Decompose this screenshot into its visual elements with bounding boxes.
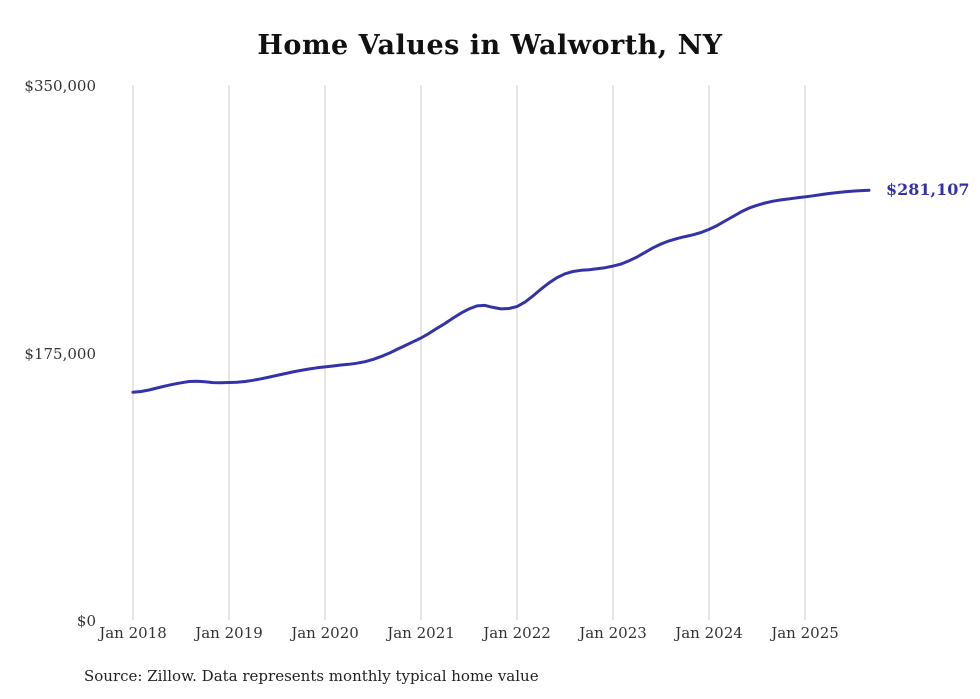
x-tick-label: Jan 2019 — [195, 624, 263, 642]
y-axis-tick-350000: $350,000 — [24, 77, 96, 95]
x-tick-label: Jan 2022 — [483, 624, 551, 642]
y-axis-tick-0: $0 — [76, 612, 96, 630]
x-tick-label: Jan 2018 — [99, 624, 167, 642]
final-value-label: $281,107 — [886, 180, 970, 200]
chart-title: Home Values in Walworth, NY — [257, 30, 723, 61]
x-tick-label: Jan 2024 — [675, 624, 743, 642]
y-axis-tick-175000: $175,000 — [24, 345, 96, 363]
x-tick-label: Jan 2023 — [579, 624, 647, 642]
x-tick-label: Jan 2025 — [771, 624, 839, 642]
x-tick-label: Jan 2021 — [387, 624, 455, 642]
x-tick-label: Jan 2020 — [291, 624, 359, 642]
source-note: Source: Zillow. Data represents monthly … — [84, 667, 539, 685]
home-value-line — [131, 188, 871, 394]
